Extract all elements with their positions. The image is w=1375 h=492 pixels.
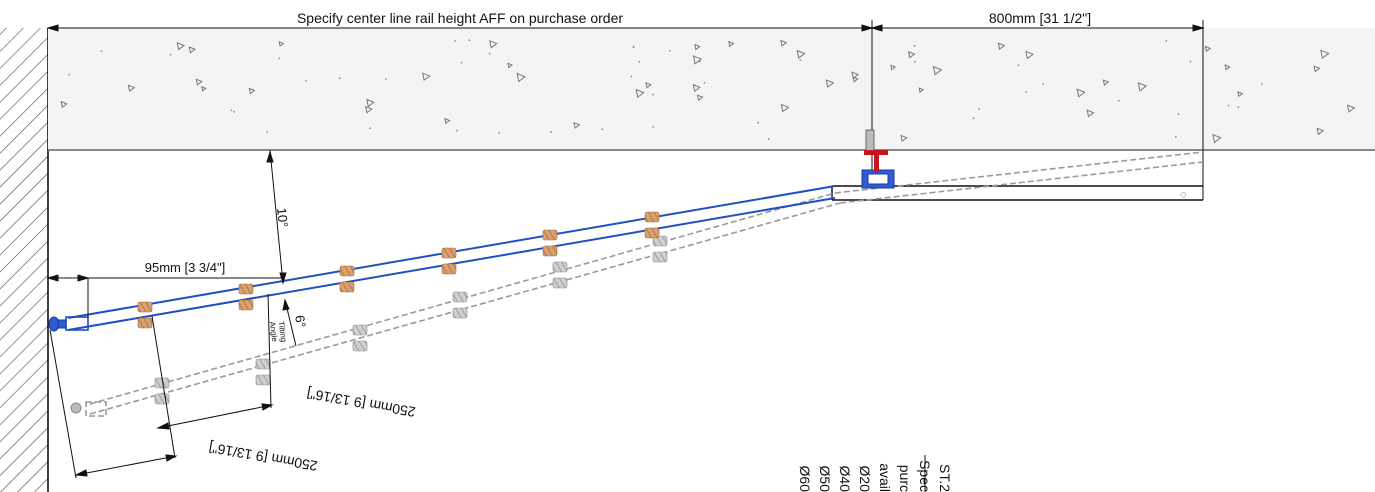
note-line-7: Ø50: [817, 466, 833, 492]
note-line-2: Spec: [917, 460, 933, 492]
pivot-glyph: ◌: [1180, 189, 1187, 201]
dimension-top-right: [870, 20, 1205, 200]
tilting-angle-value: 6°: [292, 314, 309, 328]
wall-bracket: [48, 316, 67, 332]
length-upper-label: 250mm [9 13/16"]: [306, 385, 417, 420]
dimension-top-right-label: 800mm [31 1/2"]: [989, 10, 1091, 26]
tilting-angle-label-2: Angle: [268, 321, 280, 343]
concrete-slab: [48, 28, 1375, 151]
note-line-6: Ø40: [837, 466, 853, 492]
angle-top-label: 10°: [274, 207, 291, 228]
dimension-top-span: [46, 20, 874, 188]
offset-label: 95mm [3 3/4"]: [145, 260, 225, 275]
length-lower-label: 250mm [9 13/16"]: [208, 439, 319, 474]
dimension-length-upper: [151, 293, 274, 459]
note-line-5: Ø20: [857, 466, 873, 492]
ceiling-bracket: [861, 129, 895, 189]
ghost-end-cap: [70, 402, 82, 414]
ghost-rail: [85, 151, 1204, 417]
notes-block: ST.2 Spec purc avail Ø20 Ø40 Ø50 Ø60: [797, 455, 953, 492]
note-line-4: avail: [877, 463, 893, 492]
wood-blocks: [137, 211, 660, 329]
note-line-1: ST.2: [937, 464, 953, 492]
wall-hatch: [0, 28, 48, 492]
note-line-8: Ø60: [797, 466, 813, 492]
dimension-length-lower: [49, 329, 178, 479]
dimension-offset: [46, 274, 285, 318]
note-line-3: purc: [897, 465, 913, 492]
tilting-angle-label-1: Tilting: [277, 321, 289, 343]
dimension-top-span-label: Specify center line rail height AFF on p…: [297, 10, 623, 26]
ghost-wood-blocks: [154, 235, 668, 405]
dimension-tilting-angle: [282, 298, 297, 347]
